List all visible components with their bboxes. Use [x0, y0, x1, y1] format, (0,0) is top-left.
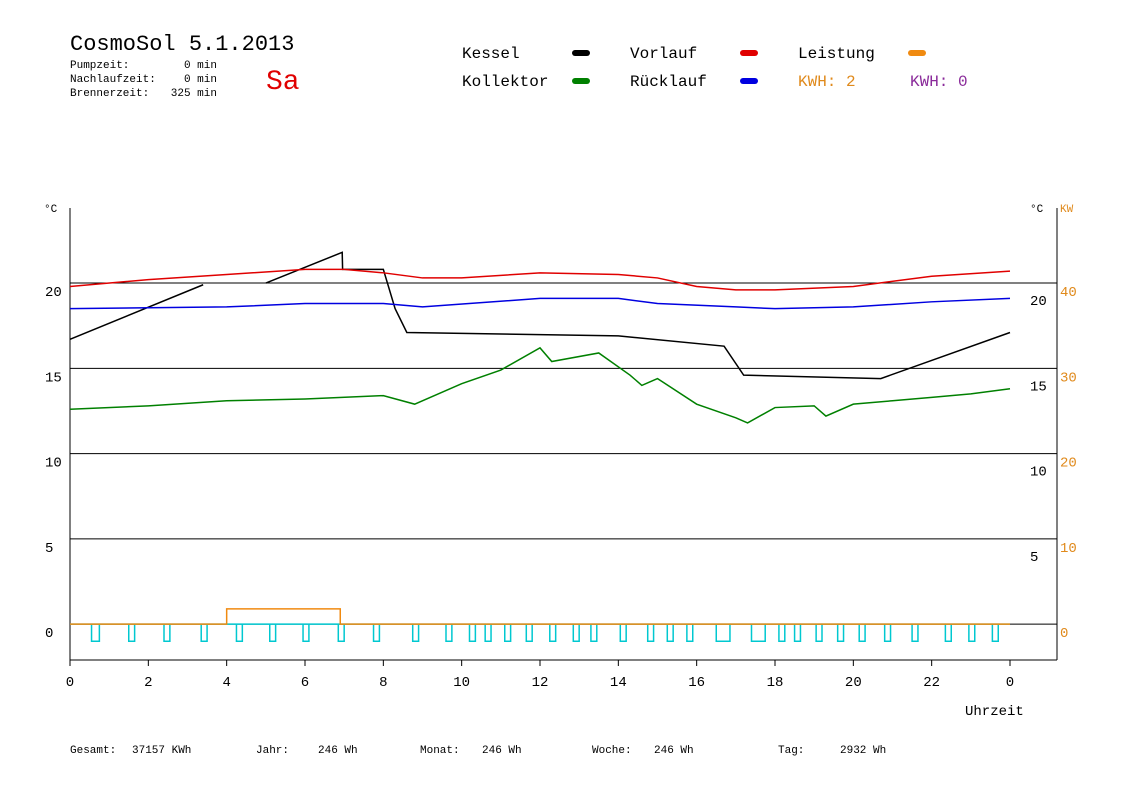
- pump-pulse: [163, 624, 171, 642]
- footer-label: Gesamt:: [70, 745, 116, 757]
- x-tick-label: 12: [532, 675, 549, 691]
- pump-pulse: [337, 624, 345, 642]
- legend-label: Kollektor: [462, 73, 548, 91]
- pump-pulse: [90, 624, 101, 642]
- x-tick-label: 16: [688, 675, 705, 691]
- day: Sa: [266, 67, 300, 98]
- pump-pulse: [911, 624, 919, 642]
- pump-pulse: [793, 624, 802, 642]
- pump-pulse: [235, 624, 244, 642]
- x-tick-label: 22: [923, 675, 940, 691]
- pump-pulse: [646, 624, 655, 642]
- pump-pulse: [269, 624, 277, 642]
- footer-label: Jahr:: [256, 745, 289, 757]
- x-tick-label: 8: [379, 675, 387, 691]
- pump-pulse: [411, 624, 420, 642]
- series-line: [70, 608, 1010, 625]
- y-tick-label: 5: [45, 541, 53, 557]
- pump-pulse: [778, 624, 786, 642]
- pump-pulse: [750, 624, 766, 642]
- pump-pulse: [525, 624, 533, 642]
- pump-pulse: [968, 624, 976, 642]
- y2-unit: KW: [1060, 204, 1074, 216]
- pump-pulse: [372, 624, 381, 642]
- footer-label: Woche:: [592, 745, 632, 757]
- stat-label: Brennerzeit:: [70, 88, 149, 100]
- pump-pulse: [302, 624, 310, 642]
- pump-pulse: [815, 624, 823, 642]
- pump-pulse: [686, 624, 694, 642]
- y2-tick-label: 0: [1060, 626, 1068, 642]
- legend-label: Vorlauf: [630, 45, 697, 63]
- x-tick-label: 14: [610, 675, 627, 691]
- y-tick-label: 15: [45, 370, 62, 386]
- pump-pulse: [128, 624, 136, 642]
- footer-value: 246 Wh: [482, 745, 522, 757]
- pump-pulse: [858, 624, 866, 642]
- footer-value: 37157 KWh: [132, 745, 191, 757]
- series-line: [69, 251, 1011, 380]
- footer-value: 2932 Wh: [840, 745, 886, 757]
- x-axis-label: Uhrzeit: [965, 704, 1024, 720]
- y2-unit-c: °C: [1030, 204, 1044, 216]
- y-right-tick-label: 20: [1030, 294, 1047, 310]
- kwh-label: KWH: 2: [798, 73, 856, 91]
- kwh-label: KWH: 0: [910, 73, 968, 91]
- y-right-tick-label: 5: [1030, 550, 1038, 566]
- y2-tick-label: 30: [1060, 370, 1077, 386]
- pump-pulse: [200, 624, 208, 642]
- y-tick-label: 0: [45, 626, 53, 642]
- pump-pulse: [468, 624, 477, 642]
- pump-pulse: [944, 624, 952, 642]
- x-tick-label: 18: [767, 675, 784, 691]
- legend-label: Rücklauf: [630, 73, 707, 91]
- legend-label: Leistung: [798, 45, 875, 63]
- stat-label: Pumpzeit:: [70, 60, 129, 72]
- footer-label: Tag:: [778, 745, 804, 757]
- y-tick-label: 20: [45, 285, 62, 301]
- series-line: [69, 297, 1011, 310]
- pump-pulse: [590, 624, 598, 642]
- x-tick-label: 0: [66, 675, 74, 691]
- y2-tick-label: 10: [1060, 541, 1077, 557]
- y-right-tick-label: 10: [1030, 465, 1047, 481]
- chart-title: CosmoSol 5.1.2013: [70, 32, 294, 57]
- legend-label: Kessel: [462, 45, 520, 63]
- pump-pulse: [991, 624, 999, 642]
- series-line: [69, 268, 1011, 291]
- y2-tick-label: 40: [1060, 285, 1077, 301]
- x-tick-label: 4: [222, 675, 230, 691]
- stat-value: 0 min: [184, 74, 217, 86]
- pump-pulse: [715, 624, 731, 642]
- pump-pulse: [572, 624, 580, 642]
- x-tick-label: 6: [301, 675, 309, 691]
- x-tick-label: 20: [845, 675, 862, 691]
- y-tick-label: 10: [45, 456, 62, 472]
- x-tick-label: 0: [1006, 675, 1014, 691]
- footer-value: 246 Wh: [318, 745, 358, 757]
- x-tick-label: 10: [453, 675, 470, 691]
- x-tick-label: 2: [144, 675, 152, 691]
- pump-pulse: [619, 624, 627, 642]
- pump-pulse: [549, 624, 557, 642]
- y-right-tick-label: 15: [1030, 379, 1047, 395]
- y2-tick-label: 20: [1060, 456, 1077, 472]
- series-line: [69, 346, 1011, 424]
- pump-pulse: [504, 624, 512, 642]
- pump-pulse: [883, 624, 892, 642]
- stat-label: Nachlaufzeit:: [70, 74, 156, 86]
- footer-value: 246 Wh: [654, 745, 694, 757]
- footer-label: Monat:: [420, 745, 460, 757]
- pump-pulse: [836, 624, 845, 642]
- pump-pulse: [484, 624, 492, 642]
- pump-pulse: [445, 624, 453, 642]
- stat-value: 325 min: [171, 88, 217, 100]
- stat-value: 0 min: [184, 60, 217, 72]
- pump-pulse: [666, 624, 674, 642]
- y-unit: °C: [44, 204, 58, 216]
